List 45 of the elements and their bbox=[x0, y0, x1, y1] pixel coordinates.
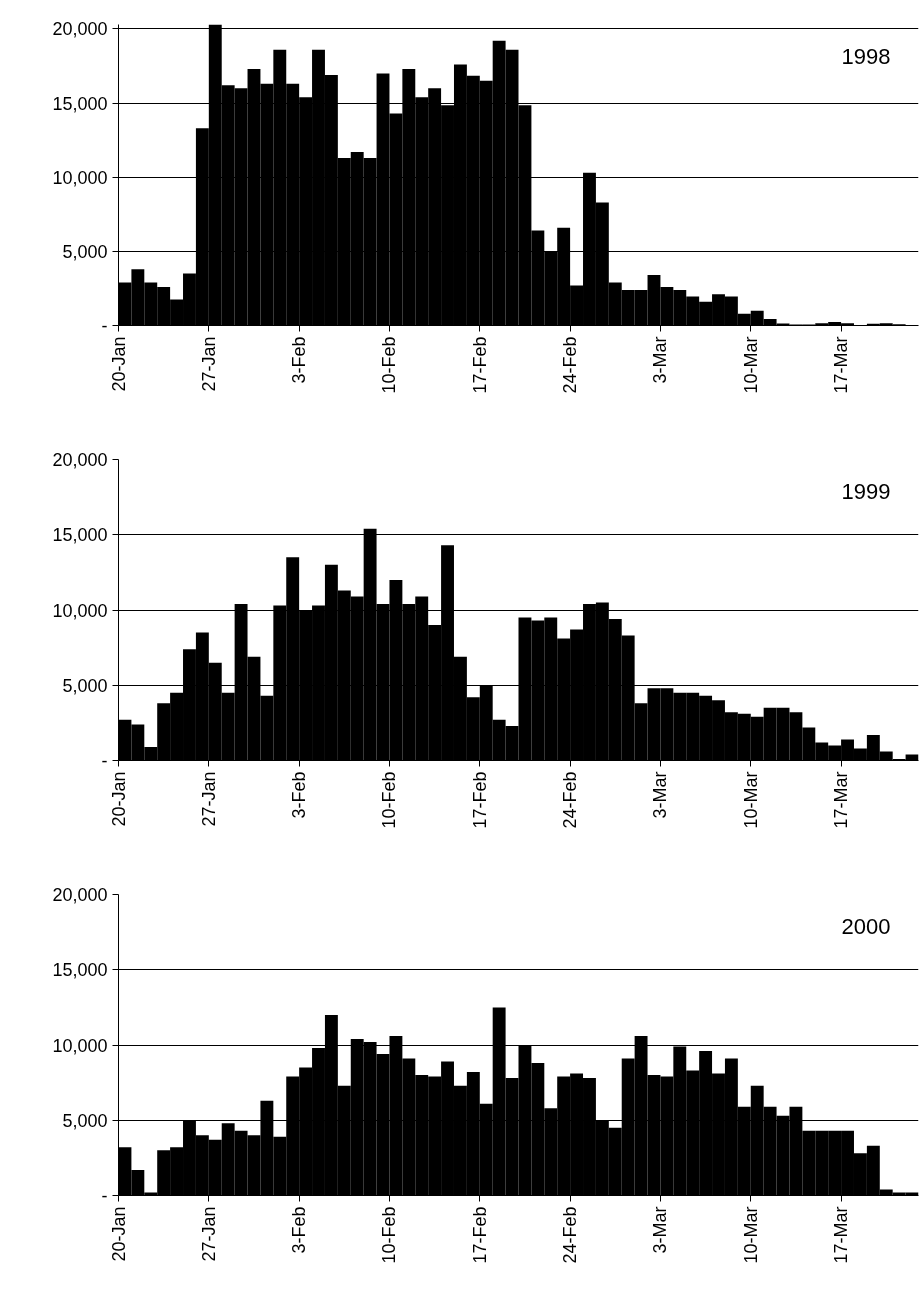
y-tick-label: 20,000 bbox=[52, 450, 108, 470]
x-tick-label: 24-Feb bbox=[560, 1206, 581, 1264]
y-tick-label: - bbox=[101, 316, 108, 336]
x-tick-label: 24-Feb bbox=[560, 771, 581, 829]
y-tick-label: 20,000 bbox=[52, 19, 108, 40]
annotation: 1999 bbox=[841, 478, 891, 504]
y-tick-label: 20,000 bbox=[52, 885, 108, 905]
y-tick-label: 15,000 bbox=[52, 93, 108, 114]
y-tick-label: 15,000 bbox=[52, 525, 108, 546]
y-tick-label: 10,000 bbox=[52, 600, 108, 621]
x-tick-label: 3-Mar bbox=[650, 1206, 671, 1254]
annotation: 1998 bbox=[841, 43, 891, 69]
x-tick-label: 3-Feb bbox=[289, 1206, 310, 1254]
x-tick-label: 10-Feb bbox=[379, 336, 400, 394]
x-tick-label: 17-Feb bbox=[469, 771, 490, 829]
y-tick-label: 5,000 bbox=[62, 241, 108, 262]
y-tick-label: 5,000 bbox=[62, 675, 108, 696]
x-tick-label: 10-Mar bbox=[740, 1206, 761, 1264]
y-tick-label: - bbox=[101, 1186, 108, 1206]
x-tick-label: 10-Feb bbox=[379, 771, 400, 829]
x-tick-label: 17-Mar bbox=[831, 1206, 852, 1264]
y-tick-label: - bbox=[101, 751, 108, 771]
x-tick-label: 20-Jan bbox=[108, 336, 129, 392]
x-tick-label: 27-Jan bbox=[198, 1206, 219, 1262]
x-tick-label: 3-Mar bbox=[650, 336, 671, 384]
x-tick-label: 3-Feb bbox=[289, 771, 310, 819]
y-tick-label: 5,000 bbox=[62, 1110, 108, 1131]
x-tick-label: 27-Jan bbox=[198, 771, 219, 827]
x-tick-label: 10-Mar bbox=[740, 771, 761, 829]
y-tick-label: 10,000 bbox=[52, 167, 108, 188]
y-tick-label: 10,000 bbox=[52, 1035, 108, 1056]
x-tick-label: 17-Mar bbox=[831, 336, 852, 394]
x-tick-label: 17-Feb bbox=[469, 1206, 490, 1264]
x-tick-label: 27-Jan bbox=[198, 336, 219, 392]
x-tick-label: 17-Feb bbox=[469, 336, 490, 394]
x-tick-label: 10-Mar bbox=[740, 336, 761, 394]
x-tick-label: 20-Jan bbox=[108, 1206, 129, 1262]
x-tick-label: 17-Mar bbox=[831, 771, 852, 829]
annotation: 2000 bbox=[841, 913, 891, 939]
x-tick-label: 24-Feb bbox=[560, 336, 581, 394]
x-tick-label: 10-Feb bbox=[379, 1206, 400, 1264]
y-tick-label: 15,000 bbox=[52, 960, 108, 981]
x-tick-label: 3-Mar bbox=[650, 771, 671, 819]
x-tick-label: 20-Jan bbox=[108, 771, 129, 827]
x-tick-label: 3-Feb bbox=[289, 336, 310, 384]
